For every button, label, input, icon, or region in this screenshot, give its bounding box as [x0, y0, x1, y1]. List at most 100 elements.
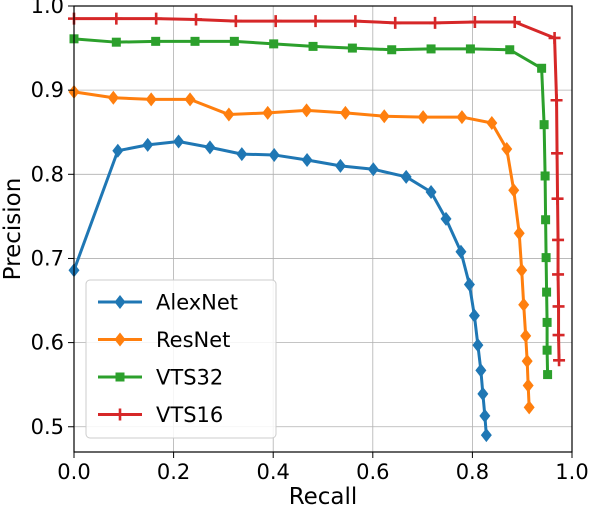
vts32-point	[347, 43, 357, 53]
x-tick-label: 0.2	[157, 460, 190, 484]
vts32-series	[69, 34, 553, 380]
alexnet-series	[68, 134, 492, 443]
resnet-point	[456, 110, 468, 125]
vts32-point	[542, 317, 552, 327]
vts16-point	[429, 16, 442, 29]
vts16-point	[551, 147, 564, 160]
resnet-point	[339, 105, 351, 120]
plot-frame	[73, 5, 573, 453]
resnet-point	[417, 110, 429, 125]
vts32-point	[542, 287, 552, 297]
vts32-point	[465, 44, 475, 54]
resnet-point	[520, 328, 532, 343]
legend-box	[85, 279, 277, 439]
vts16-point	[553, 354, 566, 367]
x-axis-label: Recall	[289, 484, 358, 510]
vts32-point	[539, 120, 549, 130]
vts16-point	[229, 15, 242, 28]
vts16-point	[190, 13, 203, 26]
vts32-point	[229, 36, 239, 46]
resnet-point	[486, 115, 498, 130]
y-tick-label: 0.6	[31, 331, 64, 355]
vts32-point	[308, 41, 318, 51]
vts16-point	[552, 233, 565, 246]
resnet-point	[508, 183, 520, 198]
vts32-point	[426, 44, 436, 54]
vts32-point	[537, 63, 547, 73]
x-tick-label: 1.0	[555, 460, 588, 484]
vts16-point	[552, 329, 565, 342]
x-tick-label: 0.0	[57, 460, 90, 484]
vts16-point	[349, 15, 362, 28]
vts16-point	[548, 31, 561, 44]
resnet-point	[145, 92, 157, 107]
resnet-point	[107, 90, 119, 105]
vts16-point	[552, 300, 565, 313]
resnet-point	[501, 142, 513, 157]
alexnet-point	[440, 211, 452, 226]
resnet-point	[516, 263, 528, 278]
legend-marker-vts32	[115, 372, 125, 382]
resnet-point	[378, 109, 390, 124]
vts32-point	[151, 36, 161, 46]
vts32-point	[542, 345, 552, 355]
resnet-point	[523, 400, 535, 415]
vts32-point	[541, 215, 551, 225]
y-axis-label: Precision	[0, 178, 26, 281]
vts32-point	[543, 370, 553, 380]
series-layer	[68, 12, 566, 443]
x-tick-label: 0.4	[256, 460, 289, 484]
vts16-point	[150, 12, 163, 25]
vts16-point	[110, 12, 123, 25]
alexnet-point	[480, 428, 492, 443]
alexnet-point	[400, 169, 412, 184]
x-tick-label: 0.8	[456, 460, 489, 484]
resnet-point	[223, 107, 235, 122]
vts32-point	[505, 45, 515, 55]
resnet-series	[68, 84, 535, 415]
alexnet-point	[236, 147, 248, 162]
vts32-point	[541, 253, 551, 263]
resnet-point	[521, 354, 533, 369]
y-tick-label: 0.9	[31, 78, 64, 102]
legend-label-resnet: ResNet	[156, 328, 230, 352]
y-tick-label: 0.7	[31, 246, 64, 270]
legend-label-vts16: VTS16	[156, 403, 223, 427]
vts32-point	[111, 37, 121, 47]
vts32-point	[387, 45, 397, 55]
resnet-point	[522, 378, 534, 393]
vts16-point	[551, 192, 564, 205]
alexnet-point	[204, 140, 216, 155]
legend-marker-vts16	[114, 408, 126, 421]
alexnet-point	[463, 277, 475, 292]
vts32-point	[269, 39, 279, 49]
x-tick-label: 0.6	[356, 460, 389, 484]
vts16-point	[309, 15, 322, 28]
vts16-point	[389, 16, 402, 29]
legend: AlexNet ResNet VTS32 VTS16	[85, 279, 277, 439]
resnet-point	[184, 92, 196, 107]
legend-label-alexnet: AlexNet	[156, 291, 238, 315]
resnet-point	[518, 297, 530, 312]
resnet-point	[262, 105, 274, 120]
alexnet-point	[455, 244, 467, 259]
vts32-point	[190, 36, 200, 46]
alexnet-point	[301, 152, 313, 167]
vts32-point	[540, 171, 550, 181]
legend-marker-resnet	[114, 332, 126, 347]
vts16-point	[508, 15, 521, 28]
y-tick-label: 0.5	[31, 415, 64, 439]
alexnet-point	[268, 147, 280, 162]
alexnet-point	[472, 338, 484, 353]
resnet-point	[301, 103, 313, 118]
alexnet-point	[477, 386, 489, 401]
alexnet-point	[475, 363, 487, 378]
alexnet-point	[142, 137, 154, 152]
legend-marker-alexnet	[114, 295, 126, 309]
y-tick-label: 0.8	[31, 162, 64, 186]
vts16-point	[550, 94, 563, 107]
legend-label-vts32: VTS32	[156, 366, 223, 390]
alexnet-point	[367, 162, 379, 177]
vts16-point	[552, 268, 565, 281]
